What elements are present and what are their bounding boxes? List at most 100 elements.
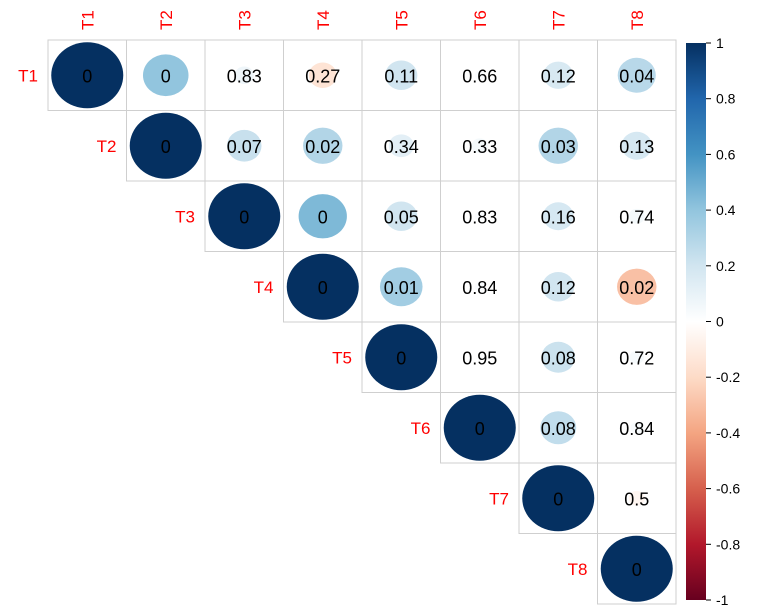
p-value-T5-T5: 0 bbox=[396, 348, 406, 368]
circle-T1-T2 bbox=[142, 54, 189, 97]
colorbar-tick-label: 0.8 bbox=[716, 91, 736, 107]
circle-T2-T2 bbox=[129, 112, 202, 179]
circle-T4-T8 bbox=[617, 268, 657, 305]
p-value-T6-T6: 0 bbox=[475, 419, 485, 439]
p-value-T3-T3: 0 bbox=[239, 207, 249, 227]
circle-T5-T8 bbox=[629, 350, 644, 364]
circle-T7-T7 bbox=[522, 465, 595, 532]
p-value-T1-T3: 0.83 bbox=[227, 66, 262, 86]
circle-T6-T6 bbox=[443, 394, 516, 461]
circle-T6-T7 bbox=[540, 411, 577, 445]
p-value-T2-T5: 0.34 bbox=[384, 137, 419, 157]
circle-T3-T8 bbox=[628, 208, 645, 224]
circle-T3-T3 bbox=[208, 183, 281, 250]
p-value-T1-T5: 0.11 bbox=[384, 66, 418, 86]
colorbar-tick-label: 1 bbox=[716, 35, 724, 51]
p-value-T7-T7: 0 bbox=[553, 489, 563, 509]
circle-T1-T1 bbox=[51, 42, 124, 109]
p-value-T4-T6: 0.84 bbox=[462, 278, 497, 298]
circle-T1-T4 bbox=[308, 62, 337, 89]
p-value-T1-T6: 0.66 bbox=[462, 66, 497, 86]
p-value-T1-T2: 0 bbox=[161, 66, 171, 86]
circle-T3-T4 bbox=[298, 194, 347, 239]
color-legend: 1 0.8 0.6 0.4 0.2 0 -0.2 -0.4 -0.6 -0.8 -1 bbox=[686, 35, 740, 608]
circle-T5-T6 bbox=[476, 353, 484, 361]
p-value-T5-T7: 0.08 bbox=[541, 348, 576, 368]
row-label-T7: T7 bbox=[489, 489, 509, 508]
p-value-T8-T8: 0 bbox=[632, 560, 642, 580]
circle-T8-T8 bbox=[600, 535, 673, 602]
p-value-T4-T4: 0 bbox=[318, 278, 328, 298]
p-value-labels: 0 0 0.83 0.27 0.11 0.66 0.12 0.04 0 0.07 0.02 0.34 0… bbox=[82, 66, 654, 580]
colorbar-tick-label: -0.6 bbox=[716, 481, 740, 497]
circle-T2-T7 bbox=[538, 127, 578, 164]
circle-T5-T7 bbox=[541, 341, 576, 373]
p-value-T2-T2: 0 bbox=[161, 137, 171, 157]
row-labels: T1 T2 T3 T4 T5 T6 T7 T8 bbox=[18, 66, 587, 579]
circle-T3-T6 bbox=[474, 211, 485, 221]
row-label-T2: T2 bbox=[97, 137, 117, 156]
circle-T1-T5 bbox=[385, 60, 418, 91]
column-label-T5: T5 bbox=[392, 10, 411, 30]
circle-T2-T4 bbox=[303, 127, 343, 164]
p-value-T2-T7: 0.03 bbox=[541, 137, 576, 157]
cell-T2-T8 bbox=[597, 110, 677, 182]
circle-T7-T8 bbox=[628, 490, 645, 506]
p-value-T4-T5: 0.01 bbox=[384, 278, 419, 298]
colorbar-tick-label: -0.4 bbox=[716, 425, 740, 441]
circle-T5-T5 bbox=[365, 324, 438, 391]
colorbar-tick-label: -0.2 bbox=[716, 369, 740, 385]
colorbar-tick-label: -0.8 bbox=[716, 536, 740, 552]
p-value-T2-T3: 0.07 bbox=[227, 137, 262, 157]
circle-T2-T3 bbox=[226, 129, 262, 162]
circle-T4-T5 bbox=[379, 267, 423, 307]
circle-T1-T7 bbox=[543, 61, 574, 89]
column-label-T1: T1 bbox=[78, 10, 97, 30]
circle-T6-T8 bbox=[630, 422, 643, 434]
circle-T1-T3 bbox=[234, 66, 254, 84]
row-label-T4: T4 bbox=[254, 278, 274, 297]
circle-T1-T6 bbox=[474, 70, 485, 80]
colorbar-tick-label: 0 bbox=[716, 314, 724, 330]
circle-T4-T4 bbox=[286, 253, 359, 320]
p-value-T6-T8: 0.84 bbox=[619, 419, 654, 439]
colorbar-tick-label: 0.2 bbox=[716, 258, 736, 274]
row-label-T3: T3 bbox=[175, 207, 195, 226]
p-value-T3-T7: 0.16 bbox=[541, 207, 576, 227]
column-label-T2: T2 bbox=[157, 10, 176, 30]
column-label-T7: T7 bbox=[549, 10, 568, 30]
row-label-T1: T1 bbox=[18, 66, 38, 85]
p-value-T2-T4: 0.02 bbox=[305, 137, 340, 157]
p-value-T1-T7: 0.12 bbox=[541, 66, 576, 86]
p-value-T3-T8: 0.74 bbox=[619, 207, 654, 227]
colorbar-tick-label: -1 bbox=[716, 592, 729, 608]
p-value-T5-T8: 0.72 bbox=[619, 348, 654, 368]
p-value-T4-T8: 0.02 bbox=[619, 278, 654, 298]
row-label-T8: T8 bbox=[568, 560, 588, 579]
p-value-T4-T7: 0.12 bbox=[541, 278, 576, 298]
correlation-circles bbox=[51, 42, 673, 602]
p-value-T6-T7: 0.08 bbox=[541, 419, 576, 439]
p-value-T3-T4: 0 bbox=[318, 207, 328, 227]
circle-T2-T8 bbox=[621, 131, 653, 160]
circle-T2-T5 bbox=[388, 134, 414, 158]
p-value-T2-T6: 0.33 bbox=[462, 137, 497, 157]
circle-T2-T6 bbox=[471, 138, 488, 154]
cell-T1-T8 bbox=[597, 39, 677, 111]
p-value-T1-T8: 0.04 bbox=[619, 66, 654, 86]
circle-T4-T6 bbox=[474, 282, 485, 292]
circle-T3-T7 bbox=[542, 202, 574, 231]
p-value-T3-T6: 0.83 bbox=[462, 207, 497, 227]
p-value-T3-T5: 0.05 bbox=[384, 207, 419, 227]
color-scale-bar bbox=[686, 43, 706, 600]
circle-T3-T5 bbox=[385, 201, 418, 232]
column-labels: T1 T2 T3 T4 T5 T6 T7 T8 bbox=[78, 10, 647, 30]
cell-T2-T7 bbox=[518, 110, 598, 182]
p-value-T7-T8: 0.5 bbox=[624, 489, 649, 509]
p-value-T1-T1: 0 bbox=[82, 66, 92, 86]
column-label-T6: T6 bbox=[471, 10, 490, 30]
row-label-T5: T5 bbox=[332, 348, 352, 367]
p-value-T1-T4: 0.27 bbox=[305, 66, 340, 86]
circle-T4-T7 bbox=[542, 271, 575, 302]
